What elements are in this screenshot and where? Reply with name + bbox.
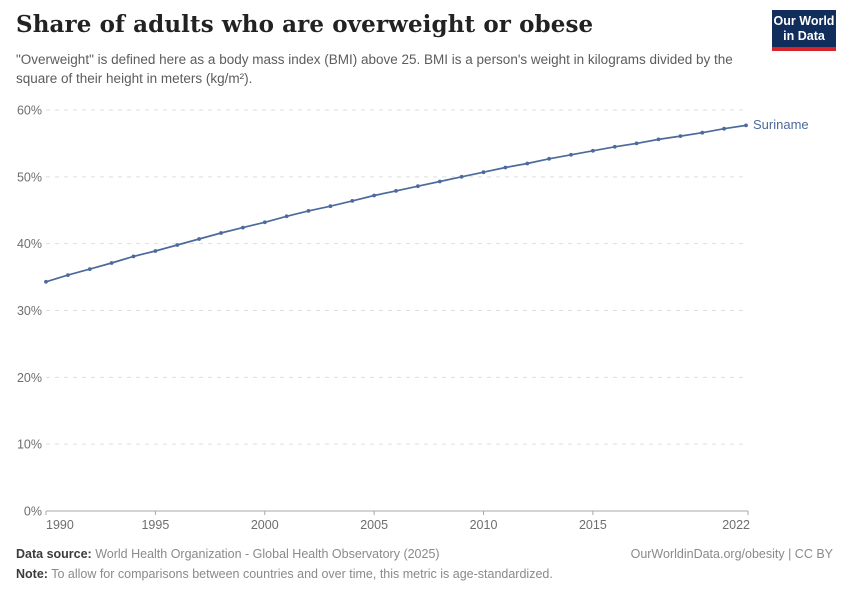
- data-point[interactable]: [394, 189, 398, 193]
- chart-subtitle: "Overweight" is defined here as a body m…: [16, 52, 733, 87]
- data-point[interactable]: [503, 165, 508, 170]
- owid-logo-line1: Our World: [773, 13, 835, 28]
- data-point[interactable]: [656, 137, 661, 142]
- data-point[interactable]: [700, 130, 705, 135]
- data-point[interactable]: [66, 273, 70, 277]
- data-point[interactable]: [547, 156, 551, 161]
- data-point[interactable]: [219, 231, 223, 235]
- data-point[interactable]: [634, 141, 639, 146]
- data-point[interactable]: [175, 243, 180, 247]
- y-tick-label: 30%: [17, 304, 42, 318]
- footer-note-label: Note:: [16, 567, 48, 581]
- x-tick-label: 2005: [360, 518, 388, 532]
- page-title: Share of adults who are overweight or ob…: [16, 11, 594, 38]
- y-tick-label: 40%: [17, 237, 42, 251]
- x-tick-label: 1990: [46, 518, 74, 532]
- data-point[interactable]: [459, 174, 464, 179]
- x-tick-label: 2022: [722, 518, 750, 532]
- data-point[interactable]: [109, 261, 114, 265]
- data-point[interactable]: [744, 123, 748, 128]
- data-point[interactable]: [678, 134, 683, 139]
- owid-logo-line2: in Data: [783, 28, 825, 43]
- x-tick-label: 1995: [141, 518, 169, 532]
- y-tick-label: 50%: [17, 170, 42, 184]
- data-point[interactable]: [306, 209, 311, 213]
- footer-datasource-text: World Health Organization - Global Healt…: [91, 547, 440, 561]
- data-point[interactable]: [241, 225, 245, 230]
- data-point[interactable]: [437, 179, 442, 184]
- data-point[interactable]: [87, 267, 92, 271]
- footer-note-text: To allow for comparisons between countri…: [47, 567, 553, 581]
- data-point[interactable]: [197, 237, 202, 241]
- data-point[interactable]: [722, 126, 726, 131]
- footer-datasource-label: Data source:: [16, 547, 92, 561]
- data-point[interactable]: [525, 161, 530, 166]
- data-point[interactable]: [350, 199, 355, 203]
- x-tick-label: 2015: [579, 518, 607, 532]
- data-point[interactable]: [612, 144, 617, 149]
- y-tick-label: 60%: [17, 104, 42, 118]
- footer-note: Note: To allow for comparisons between c…: [16, 567, 553, 581]
- data-point[interactable]: [131, 254, 136, 259]
- owid-logo[interactable]: Our World in Data: [772, 10, 836, 51]
- data-point[interactable]: [416, 184, 420, 189]
- series-line-suriname[interactable]: [45, 124, 747, 283]
- data-point[interactable]: [569, 152, 573, 157]
- data-point[interactable]: [262, 220, 267, 225]
- data-point[interactable]: [153, 249, 158, 253]
- data-point[interactable]: [284, 214, 289, 219]
- data-point[interactable]: [44, 279, 48, 284]
- y-tick-label: 20%: [17, 371, 42, 385]
- series-label-suriname[interactable]: Suriname: [753, 116, 809, 132]
- y-tick-label: 0%: [24, 505, 42, 519]
- data-point[interactable]: [481, 170, 486, 175]
- footer-datasource: Data source: World Health Organization -…: [16, 547, 440, 561]
- y-tick-label: 10%: [17, 438, 42, 452]
- x-tick-label: 2010: [470, 518, 498, 532]
- x-tick-label: 2000: [251, 518, 279, 532]
- footer-credit-link[interactable]: OurWorldinData.org/obesity | CC BY: [630, 547, 833, 561]
- data-point[interactable]: [372, 193, 376, 198]
- data-point[interactable]: [328, 204, 333, 209]
- data-point[interactable]: [591, 148, 595, 153]
